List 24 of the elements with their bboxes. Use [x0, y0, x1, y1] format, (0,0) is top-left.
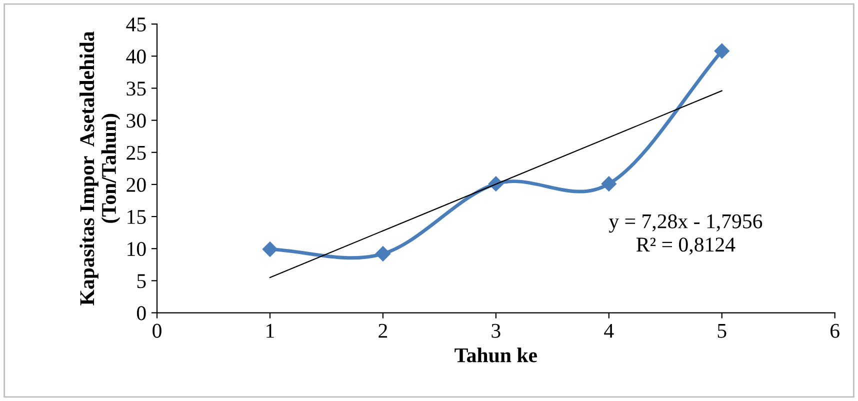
x-tick-label: 2	[378, 324, 388, 338]
y-tick-label: 15	[128, 210, 146, 224]
x-tick-label: 5	[718, 324, 726, 338]
y-tick-label: 35	[126, 82, 146, 96]
x-tick-label: 1	[266, 324, 274, 338]
x-tick-label: 4	[604, 324, 614, 338]
y-tick-label: 45	[126, 18, 146, 32]
annotation: y = 7,28x - 1,7956 R² = 0,8124	[608, 214, 762, 255]
x-tick-label: 3	[492, 324, 500, 338]
y-axis-title: Kapasitas Impor Asetaldehida (Ton/Tahun)	[80, 31, 120, 306]
x-tick-label: 6	[830, 324, 840, 338]
y-tick-label: 5	[137, 274, 146, 288]
x-axis-title: Tahun ke	[454, 348, 537, 362]
y-tick-label: 0	[136, 306, 146, 320]
y-tick-label: 10	[128, 242, 146, 256]
point	[714, 43, 730, 59]
y-tick-label: 20	[126, 178, 146, 192]
x-tick-label: 0	[152, 324, 162, 338]
point	[262, 242, 278, 257]
y-tick-label: 30	[126, 114, 146, 128]
point	[601, 176, 616, 192]
y-tick-label: 25	[126, 146, 146, 160]
y-tick-label: 40	[126, 50, 146, 64]
point	[375, 246, 391, 262]
